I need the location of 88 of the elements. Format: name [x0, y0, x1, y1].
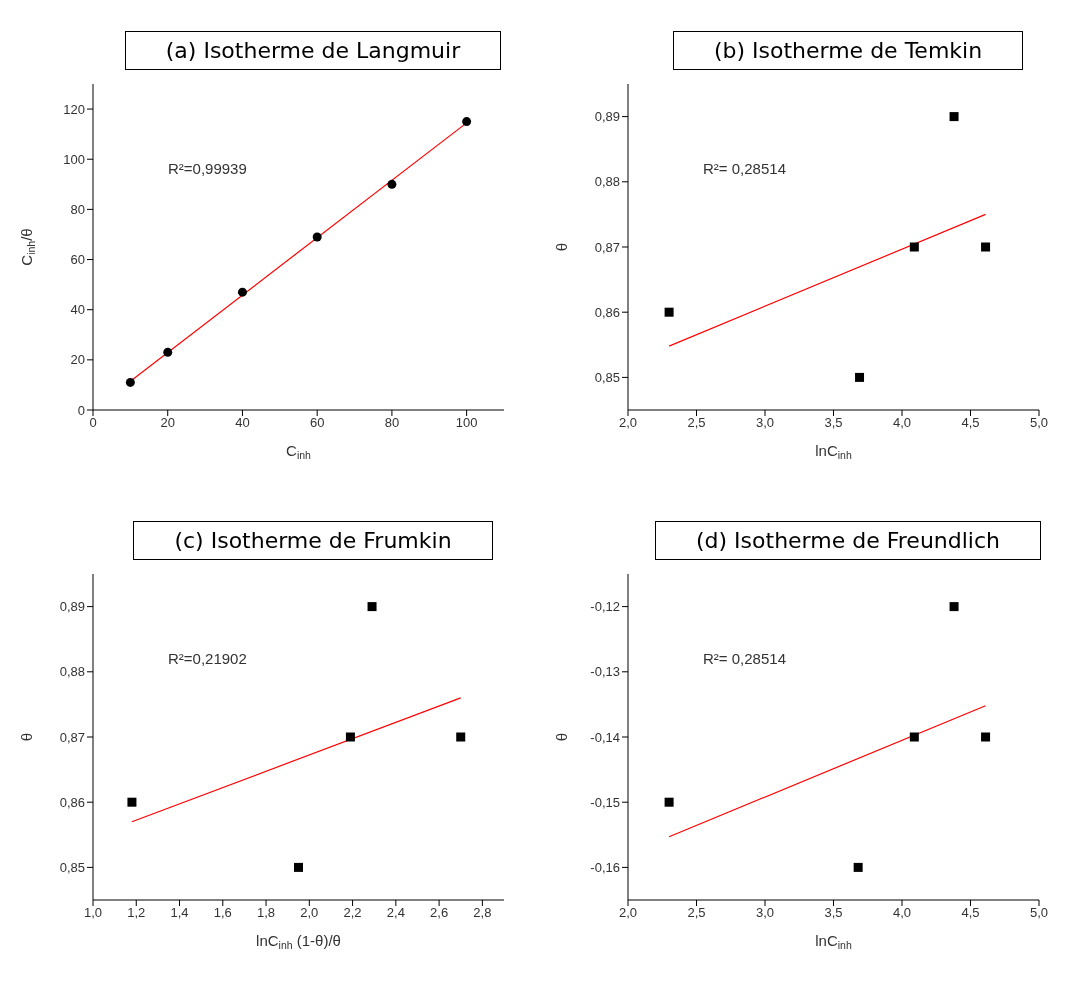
point — [163, 347, 173, 357]
point — [664, 797, 674, 807]
x-tick-label: 2,8 — [473, 905, 492, 921]
point — [981, 242, 991, 252]
y-tick-label: -0,14 — [590, 729, 620, 745]
x-tick-label: 2,0 — [618, 905, 638, 921]
point — [855, 372, 865, 382]
y-tick-label: -0,15 — [590, 794, 620, 810]
point — [456, 732, 466, 742]
point — [664, 307, 674, 317]
x-tick-label: 4,5 — [961, 905, 980, 921]
chart-title: (c) Isotherme de Frumkin — [133, 521, 493, 560]
x-axis-title: lnC$_{inh}$ — [815, 932, 852, 952]
point — [909, 242, 919, 252]
x-axis-title: C$_{inh}$ — [286, 442, 312, 462]
x-tick-label: 2,0 — [618, 415, 638, 431]
y-tick-label: 0,87 — [594, 239, 620, 255]
x-tick-label: 2,2 — [343, 905, 362, 921]
y-tick-label: 80 — [70, 202, 85, 217]
y-tick-label: 0,85 — [594, 370, 620, 386]
x-axis-title: lnC$_{inh}$ — [815, 442, 852, 462]
point — [981, 732, 991, 742]
x-tick-label: 5,0 — [1029, 905, 1049, 921]
point — [949, 112, 959, 122]
y-tick-label: 60 — [70, 252, 85, 268]
y-tick-label: 0,87 — [59, 729, 85, 745]
x-tick-label: 1,2 — [127, 905, 146, 921]
y-axis-title: θ — [553, 242, 570, 252]
x-tick-label: 1,4 — [170, 905, 189, 921]
point — [367, 602, 377, 612]
x-tick-label: 20 — [160, 415, 175, 431]
x-tick-label: 60 — [309, 415, 325, 431]
x-tick-label: 4,0 — [892, 905, 912, 921]
y-tick-label: 0,86 — [594, 304, 620, 320]
x-tick-label: 2,0 — [300, 905, 319, 921]
annotation: R²= 0,28514 — [703, 650, 786, 667]
y-tick-label: 0,88 — [594, 174, 620, 190]
point — [387, 179, 397, 189]
x-tick-label: 5,0 — [1029, 415, 1049, 431]
chart-title: (b) Isotherme de Temkin — [672, 31, 1024, 70]
y-tick-label: 0,89 — [59, 599, 85, 615]
x-tick-label: 2,5 — [687, 905, 706, 921]
point — [909, 732, 919, 742]
x-tick-label: 4,5 — [961, 415, 980, 431]
x-tick-label: 3,0 — [755, 415, 775, 431]
point — [127, 797, 137, 807]
y-tick-label: 120 — [63, 101, 85, 117]
x-tick-label: 40 — [235, 415, 250, 431]
y-tick-label: -0,13 — [590, 664, 620, 680]
y-tick-label: 100 — [63, 151, 85, 167]
annotation: R²=0,21902 — [168, 650, 247, 667]
x-tick-label: 3,5 — [824, 415, 843, 431]
x-tick-label: 1,0 — [83, 905, 103, 921]
annotation: R²=0,99939 — [168, 160, 247, 177]
x-tick-label: 2,4 — [386, 905, 405, 921]
y-axis-title: θ — [18, 732, 35, 742]
x-tick-label: 4,0 — [892, 415, 912, 431]
y-axis-title: θ — [553, 732, 570, 742]
point — [949, 602, 959, 612]
annotation: R²= 0,28514 — [703, 160, 786, 177]
x-tick-label: 3,5 — [824, 905, 843, 921]
point — [237, 287, 247, 297]
y-tick-label: 0,86 — [59, 794, 85, 810]
x-axis-title: lnC$_{inh}$ (1-θ)/θ — [256, 932, 341, 952]
x-tick-label: 1,6 — [213, 905, 232, 921]
y-tick-label: 0 — [77, 402, 85, 418]
y-tick-label: 0,85 — [59, 860, 85, 876]
point — [462, 117, 472, 127]
y-tick-label: 40 — [70, 302, 85, 318]
point — [853, 862, 863, 872]
point — [312, 232, 322, 242]
point — [345, 732, 355, 742]
y-tick-label: 0,89 — [594, 109, 620, 125]
chart-title: (a) Isotherme de Langmuir — [124, 31, 502, 70]
y-tick-label: 20 — [70, 352, 85, 368]
x-tick-label: 2,5 — [687, 415, 706, 431]
x-tick-label: 3,0 — [755, 905, 775, 921]
x-tick-label: 100 — [455, 415, 478, 431]
x-tick-label: 1,8 — [257, 905, 276, 921]
y-tick-label: 0,88 — [59, 664, 85, 680]
point — [125, 377, 135, 387]
point — [294, 862, 303, 872]
x-tick-label: 80 — [384, 415, 400, 431]
y-tick-label: -0,12 — [590, 599, 620, 615]
chart-title: (d) Isotherme de Freundlich — [654, 521, 1041, 560]
x-tick-label: 2,6 — [430, 905, 449, 921]
y-tick-label: -0,16 — [590, 860, 620, 876]
x-tick-label: 0 — [89, 415, 97, 431]
